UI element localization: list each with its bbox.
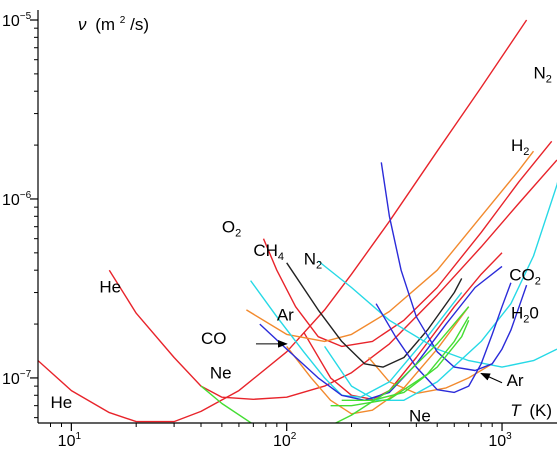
curve-label-text: H <box>511 136 523 155</box>
curve-10 <box>317 260 557 368</box>
x-tick-exp: 3 <box>506 431 512 442</box>
curve-label-text: Ar <box>277 305 294 324</box>
curve-label: Ne <box>409 407 431 426</box>
y-tick-label: 10−6 <box>2 190 32 209</box>
y-tick-exp: −7 <box>20 369 32 380</box>
curve-label-suffix: 0 <box>529 303 538 322</box>
y-tick-label: 10−5 <box>2 11 32 30</box>
y-tick-exp: −6 <box>20 190 32 201</box>
curve-label-subscript: 2 <box>535 276 541 288</box>
y-axis-unit-close: /s) <box>130 15 149 34</box>
curve-17 <box>341 320 470 401</box>
curve-16 <box>330 316 470 407</box>
x-tick-base: 10 <box>273 433 291 450</box>
curve-11 <box>324 181 557 401</box>
curve-13 <box>259 265 503 401</box>
curve-label: He <box>50 393 72 412</box>
curve-label: CH4 <box>253 241 284 263</box>
curve-label-text: O <box>222 217 235 236</box>
curve-label: Ar <box>507 371 524 390</box>
y-tick-label: 10−7 <box>2 369 32 388</box>
curve-label: H2 <box>511 136 529 158</box>
curve-8 <box>286 262 463 368</box>
label-arrow <box>480 372 503 384</box>
y-axis-variable: ν <box>78 15 87 34</box>
x-tick-label: 102 <box>273 431 297 450</box>
curve-14 <box>375 282 512 394</box>
curve-label-text: Ne <box>210 364 232 383</box>
y-axis-label: ν (m 2 /s) <box>78 8 149 34</box>
curve-label: CO2 <box>509 266 541 288</box>
curve-label-subscript: 2 <box>523 146 529 158</box>
curve-label: Ar <box>277 305 294 324</box>
curve-label-subscript: 4 <box>278 251 284 263</box>
curve-label: O2 <box>222 217 241 239</box>
curve-15 <box>200 306 470 423</box>
y-axis-unit-exp: 2 <box>120 15 126 26</box>
curve-label-text: CO <box>201 329 227 348</box>
curve-label-text: N <box>304 250 316 269</box>
x-tick-exp: 2 <box>291 431 297 442</box>
curve-label-text: CH <box>253 241 278 260</box>
curve-label-text: He <box>99 278 121 297</box>
curve-3 <box>262 140 553 348</box>
curve-label: N2 <box>533 64 551 86</box>
y-tick-base: 10 <box>2 13 20 30</box>
y-tick-exp: −5 <box>20 11 32 22</box>
curve-label-text: Ar <box>507 371 524 390</box>
curve-5 <box>246 150 535 343</box>
curve-12 <box>380 162 528 372</box>
x-tick-base: 10 <box>58 433 76 450</box>
x-axis-unit: (K) <box>529 401 552 420</box>
curve-7 <box>368 357 493 395</box>
curve-6 <box>286 306 470 415</box>
x-tick-base: 10 <box>488 433 506 450</box>
curve-label: He <box>99 278 121 297</box>
y-tick-base: 10 <box>2 371 20 388</box>
curve-label: H20 <box>511 303 539 325</box>
curve-label-subscript: 2 <box>546 74 552 86</box>
data-curves <box>38 19 557 423</box>
y-axis-unit-open: (m <box>95 15 115 34</box>
curve-1 <box>38 19 528 423</box>
curve-label-text: CO <box>509 266 535 285</box>
x-axis-label: T (K) <box>510 401 552 420</box>
x-tick-exp: 1 <box>75 431 81 442</box>
curve-label: CO <box>201 329 227 348</box>
curve-label: N2 <box>304 250 322 272</box>
curve-label-subscript: 2 <box>523 313 529 325</box>
curve-label-text: N <box>533 64 545 83</box>
curve-label-subscript: 2 <box>316 260 322 272</box>
curve-label: Ne <box>210 364 232 383</box>
curve-label-text: Ne <box>409 407 431 426</box>
curve-label-text: H <box>511 303 523 322</box>
x-axis-variable: T <box>510 401 522 420</box>
y-tick-base: 10 <box>2 192 20 209</box>
curve-label-text: He <box>50 393 72 412</box>
curve-2 <box>108 159 557 400</box>
x-tick-label: 103 <box>488 431 512 450</box>
curve-label-subscript: 2 <box>235 227 241 239</box>
x-tick-label: 101 <box>58 431 82 450</box>
